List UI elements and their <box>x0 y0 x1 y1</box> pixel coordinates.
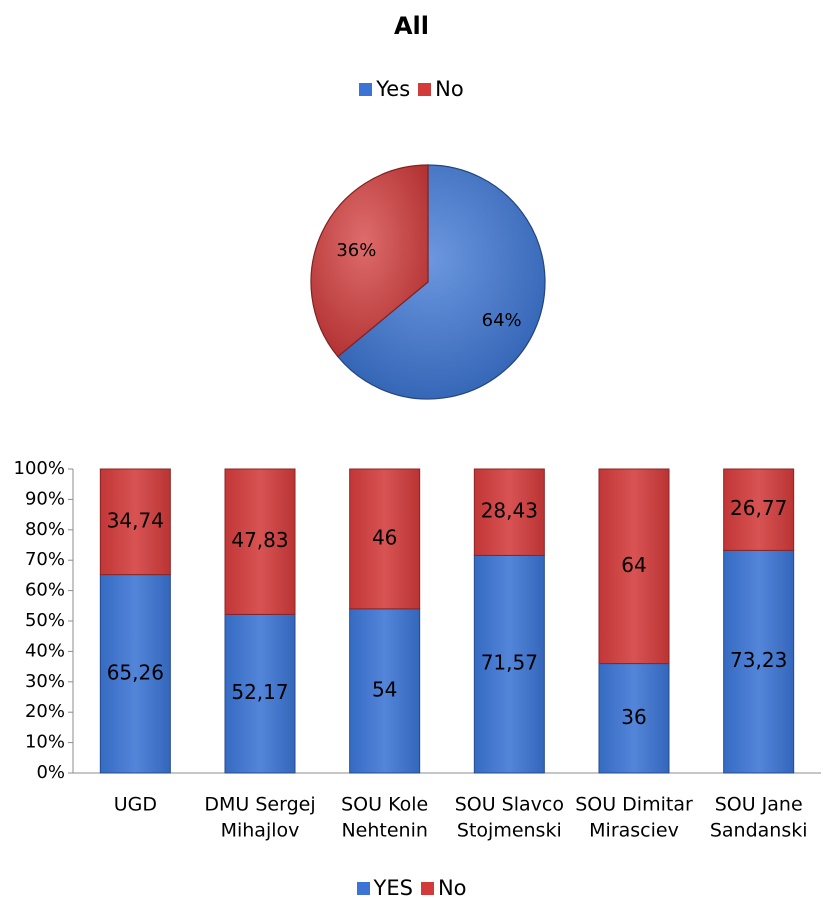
x-tick-label: SOU Jane <box>715 794 803 816</box>
bar-label-yes-4: 36 <box>621 705 646 729</box>
x-tick-label: Mirasciev <box>589 820 679 842</box>
x-tick-label: SOU Slavco <box>455 794 564 816</box>
pie-legend-item-yes: Yes <box>359 77 410 101</box>
bar-label-no-2: 46 <box>372 525 397 549</box>
pie-legend-swatch-yes <box>359 82 373 96</box>
pie-label-yes: 64% <box>482 310 522 331</box>
x-tick-label: Mihajlov <box>221 820 300 842</box>
y-tick-label: 80% <box>25 519 65 540</box>
pie-legend-item-no: No <box>418 77 464 101</box>
bar-yes-0 <box>99 574 171 774</box>
x-tick-label: SOU Dimitar <box>575 794 693 816</box>
x-tick-label: DMU Sergej <box>204 794 315 816</box>
bar-yes-2 <box>349 608 421 774</box>
bar-legend-swatch-yes <box>356 881 370 895</box>
bar-yes-4 <box>598 663 670 774</box>
x-tick-label: SOU Kole <box>341 794 428 816</box>
bar-no-0 <box>99 468 171 576</box>
pie-slice-no <box>310 164 429 358</box>
bar-label-no-4: 64 <box>621 553 646 577</box>
y-tick-label: 100% <box>14 458 65 479</box>
bar-yes-1 <box>224 613 296 774</box>
x-tick-label: Sandanski <box>710 820 808 842</box>
bar-legend-item-no: No <box>420 876 467 900</box>
bar-label-yes-5: 73,23 <box>730 648 787 672</box>
pie-slice-yes <box>337 164 546 400</box>
bar-legend-swatch-no <box>420 881 434 895</box>
pie-label-no: 36% <box>336 240 376 261</box>
bar-label-no-3: 28,43 <box>481 499 538 523</box>
y-tick-label: 40% <box>25 640 65 661</box>
bar-label-no-1: 47,83 <box>231 528 288 552</box>
x-tick-label: Stojmenski <box>457 820 562 842</box>
bar-legend: YES No <box>0 876 823 900</box>
bar-label-yes-1: 52,17 <box>231 680 288 704</box>
bar-label-no-5: 26,77 <box>730 496 787 520</box>
y-tick-label: 0% <box>36 762 65 783</box>
bar-no-2 <box>349 468 421 610</box>
y-tick-label: 70% <box>25 549 65 570</box>
bar-label-yes-3: 71,57 <box>481 651 538 675</box>
y-tick-label: 60% <box>25 580 65 601</box>
y-tick-label: 90% <box>25 488 65 509</box>
pie-legend-label-no: No <box>435 77 464 101</box>
bar-label-yes-2: 54 <box>372 677 397 701</box>
y-tick-label: 50% <box>25 610 65 631</box>
x-tick-label: UGD <box>114 794 157 816</box>
bar-legend-label-yes: YES <box>373 876 413 900</box>
pie-chart: 64% 36% <box>310 164 546 400</box>
x-tick-label: Nehtenin <box>341 820 427 842</box>
bar-yes-3 <box>473 554 545 774</box>
y-tick-label: 20% <box>25 701 65 722</box>
chart-title: All <box>393 12 430 40</box>
bar-no-3 <box>473 468 545 556</box>
y-tick-label: 10% <box>25 732 65 753</box>
bar-legend-item-yes: YES <box>356 876 413 900</box>
bar-legend-label-no: No <box>437 876 467 900</box>
bar-no-4 <box>598 468 670 665</box>
bar-label-yes-0: 65,26 <box>107 660 164 684</box>
bar-yes-5 <box>723 549 795 774</box>
bar-label-no-0: 34,74 <box>107 508 164 532</box>
pie-legend-swatch-no <box>418 82 432 96</box>
bar-no-1 <box>224 468 296 615</box>
pie-legend: Yes No <box>0 77 823 101</box>
y-tick-label: 30% <box>25 671 65 692</box>
pie-legend-label-yes: Yes <box>376 77 411 101</box>
bar-no-5 <box>723 468 795 551</box>
